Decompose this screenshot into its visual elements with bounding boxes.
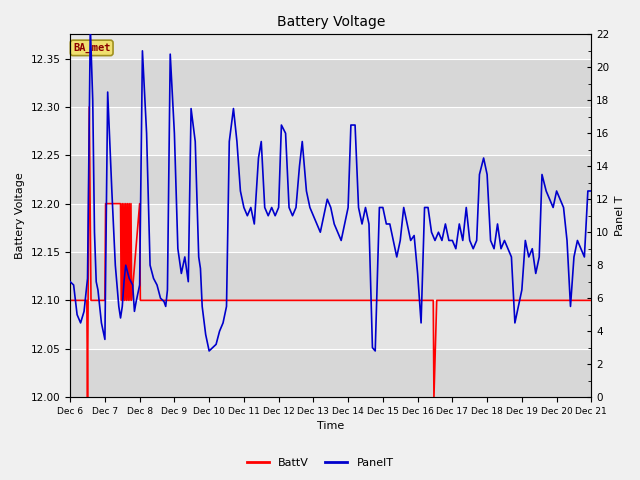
BattV	[124, 201, 131, 206]
BattV	[84, 394, 92, 400]
Text: BA_met: BA_met	[73, 43, 111, 53]
PanelT	[553, 188, 561, 194]
BattV	[116, 201, 124, 206]
Legend: BattV, PanelT: BattV, PanelT	[242, 453, 398, 472]
PanelT	[247, 204, 255, 210]
BattV	[124, 298, 132, 303]
BattV	[136, 298, 144, 303]
Title: Battery Voltage: Battery Voltage	[276, 15, 385, 29]
Bar	[70, 300, 591, 349]
BattV	[140, 298, 147, 303]
BattV	[117, 298, 125, 303]
BattV	[67, 298, 74, 303]
Bar	[70, 107, 591, 155]
Bar	[70, 252, 591, 300]
Y-axis label: Battery Voltage: Battery Voltage	[15, 172, 25, 259]
BattV	[119, 298, 127, 303]
BattV	[136, 201, 143, 206]
BattV	[429, 298, 437, 303]
Bar	[70, 155, 591, 204]
BattV	[83, 298, 91, 303]
PanelT	[67, 279, 74, 285]
Bar	[70, 349, 591, 397]
Line: PanelT: PanelT	[70, 26, 591, 351]
BattV	[87, 298, 95, 303]
BattV	[120, 201, 128, 206]
Bar	[70, 59, 591, 107]
BattV	[430, 394, 438, 400]
Y-axis label: Panel T: Panel T	[615, 195, 625, 236]
PanelT	[344, 204, 352, 210]
BattV	[85, 104, 93, 110]
PanelT	[116, 315, 124, 321]
BattV	[101, 298, 109, 303]
BattV	[118, 201, 126, 206]
BattV	[102, 201, 109, 206]
PanelT	[588, 188, 595, 194]
BattV	[126, 298, 134, 303]
BattV	[128, 298, 136, 303]
BattV	[588, 298, 595, 303]
X-axis label: Time: Time	[317, 421, 344, 432]
PanelT	[146, 262, 154, 268]
PanelT	[424, 204, 432, 210]
BattV	[125, 201, 133, 206]
BattV	[123, 298, 131, 303]
BattV	[433, 298, 440, 303]
BattV	[122, 201, 129, 206]
PanelT	[86, 23, 94, 29]
Line: BattV: BattV	[70, 107, 591, 397]
Bar	[70, 204, 591, 252]
BattV	[127, 201, 135, 206]
PanelT	[205, 348, 213, 354]
BattV	[121, 298, 129, 303]
